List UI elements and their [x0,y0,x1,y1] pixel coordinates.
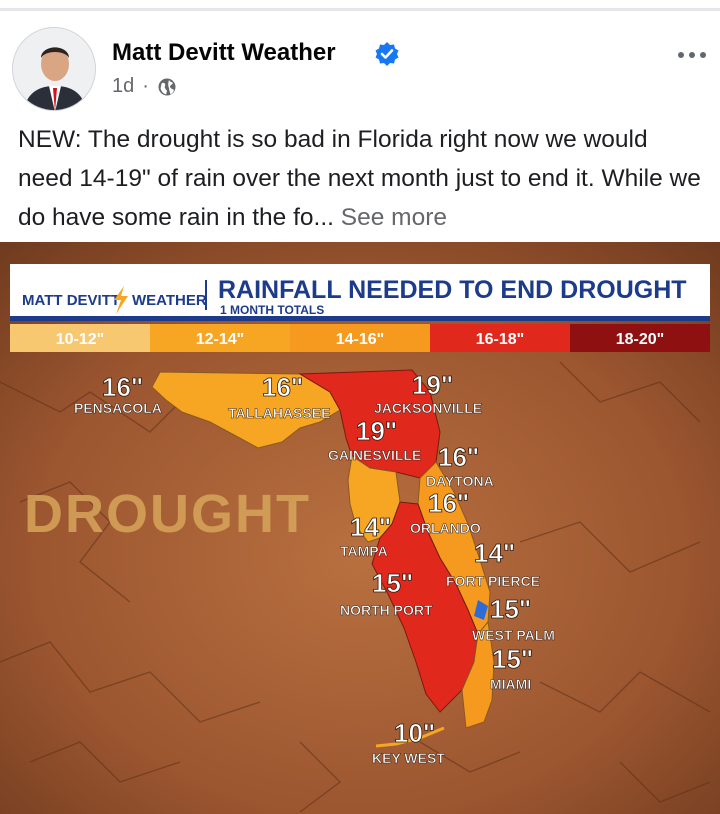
city-value: 15" [492,644,533,674]
city-name: GAINESVILLE [328,447,421,463]
legend-label: 18-20" [616,331,665,348]
city-value: 15" [490,594,531,624]
post-meta: 1d · [112,75,177,98]
city-name: TAMPA [340,543,388,559]
post-text: NEW: The drought is so bad in Florida ri… [18,120,708,237]
meta-separator: · [142,75,149,97]
brand-right: WEATHER [132,292,207,309]
city-name: DAYTONA [426,473,494,489]
legend-label: 16-18" [476,331,525,348]
legend-label: 12-14" [196,331,245,348]
city-name: TALLAHASSEE [228,405,330,421]
dot-icon [689,52,695,58]
city-value: 15" [372,568,413,598]
city-value: 16" [438,442,479,472]
lightning-icon [114,286,128,314]
city-name: KEY WEST [372,750,445,766]
post-time[interactable]: 1d [112,75,135,97]
city-value: 16" [428,488,469,518]
legend-swatch [150,324,290,352]
crack-lines [0,361,711,813]
dot-icon [700,52,706,58]
more-options-button[interactable] [672,45,712,65]
city-labels: 16" PENSACOLA 16" TALLAHASSEE 19" JACKSO… [74,370,555,767]
city-value: 16" [262,372,303,402]
post-header: Matt Devitt Weather 1d · [0,11,720,116]
brand-left: MATT DEVITT [22,292,120,309]
city-name: WEST PALM [472,627,555,643]
legend-swatch [290,324,430,352]
see-more-link[interactable]: See more [340,204,447,231]
city-value: 14" [474,538,515,568]
city-name: ORLANDO [410,520,481,536]
legend: 10-12" 12-14" 14-16" 16-18" 18-20" [10,324,710,352]
southeast-orange [461,620,495,729]
city-value: 19" [412,370,453,400]
city-value: 16" [102,372,143,402]
city-name: NORTH PORT [340,602,433,618]
legend-swatch [570,324,710,352]
drought-watermark: DROUGHT [24,484,311,544]
dot-icon [678,52,684,58]
city-value: 10" [394,718,435,748]
top-divider [0,8,720,11]
header-banner: MATT DEVITT WEATHER RAINFALL NEEDED TO E… [10,264,710,321]
city-name: JACKSONVILLE [374,400,482,416]
city-name: FORT PIERCE [446,573,540,589]
florida-map [151,369,495,748]
post-body: NEW: The drought is so bad in Florida ri… [18,126,701,231]
post-image[interactable]: MATT DEVITT WEATHER RAINFALL NEEDED TO E… [0,242,720,814]
keys-outline [375,726,445,748]
city-value: 19" [356,416,397,446]
lake-okeechobee [474,600,488,620]
author-name[interactable]: Matt Devitt Weather [112,39,336,66]
city-name: MIAMI [490,676,531,692]
city-name: PENSACOLA [74,400,162,416]
legend-swatch [430,324,570,352]
legend-swatch [10,324,150,352]
graphic-subtitle: 1 MONTH TOTALS [220,303,324,317]
legend-label: 14-16" [336,331,385,348]
city-value: 14" [350,512,391,542]
globe-icon [158,78,176,95]
verified-badge-icon [375,42,399,66]
graphic-title: RAINFALL NEEDED TO END DROUGHT [218,276,687,304]
avatar[interactable] [12,27,96,111]
legend-label: 10-12" [56,331,105,348]
